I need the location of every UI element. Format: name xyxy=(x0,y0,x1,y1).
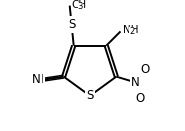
Text: N: N xyxy=(131,76,140,89)
Text: 3: 3 xyxy=(78,2,83,11)
Text: S: S xyxy=(86,89,94,102)
Text: CH: CH xyxy=(71,0,86,10)
Text: O: O xyxy=(140,62,150,75)
Text: S: S xyxy=(68,18,75,31)
Text: NH: NH xyxy=(123,25,139,35)
Text: N: N xyxy=(32,73,41,86)
Text: N: N xyxy=(35,73,44,86)
Text: O: O xyxy=(136,92,145,105)
Text: 2: 2 xyxy=(129,27,134,36)
